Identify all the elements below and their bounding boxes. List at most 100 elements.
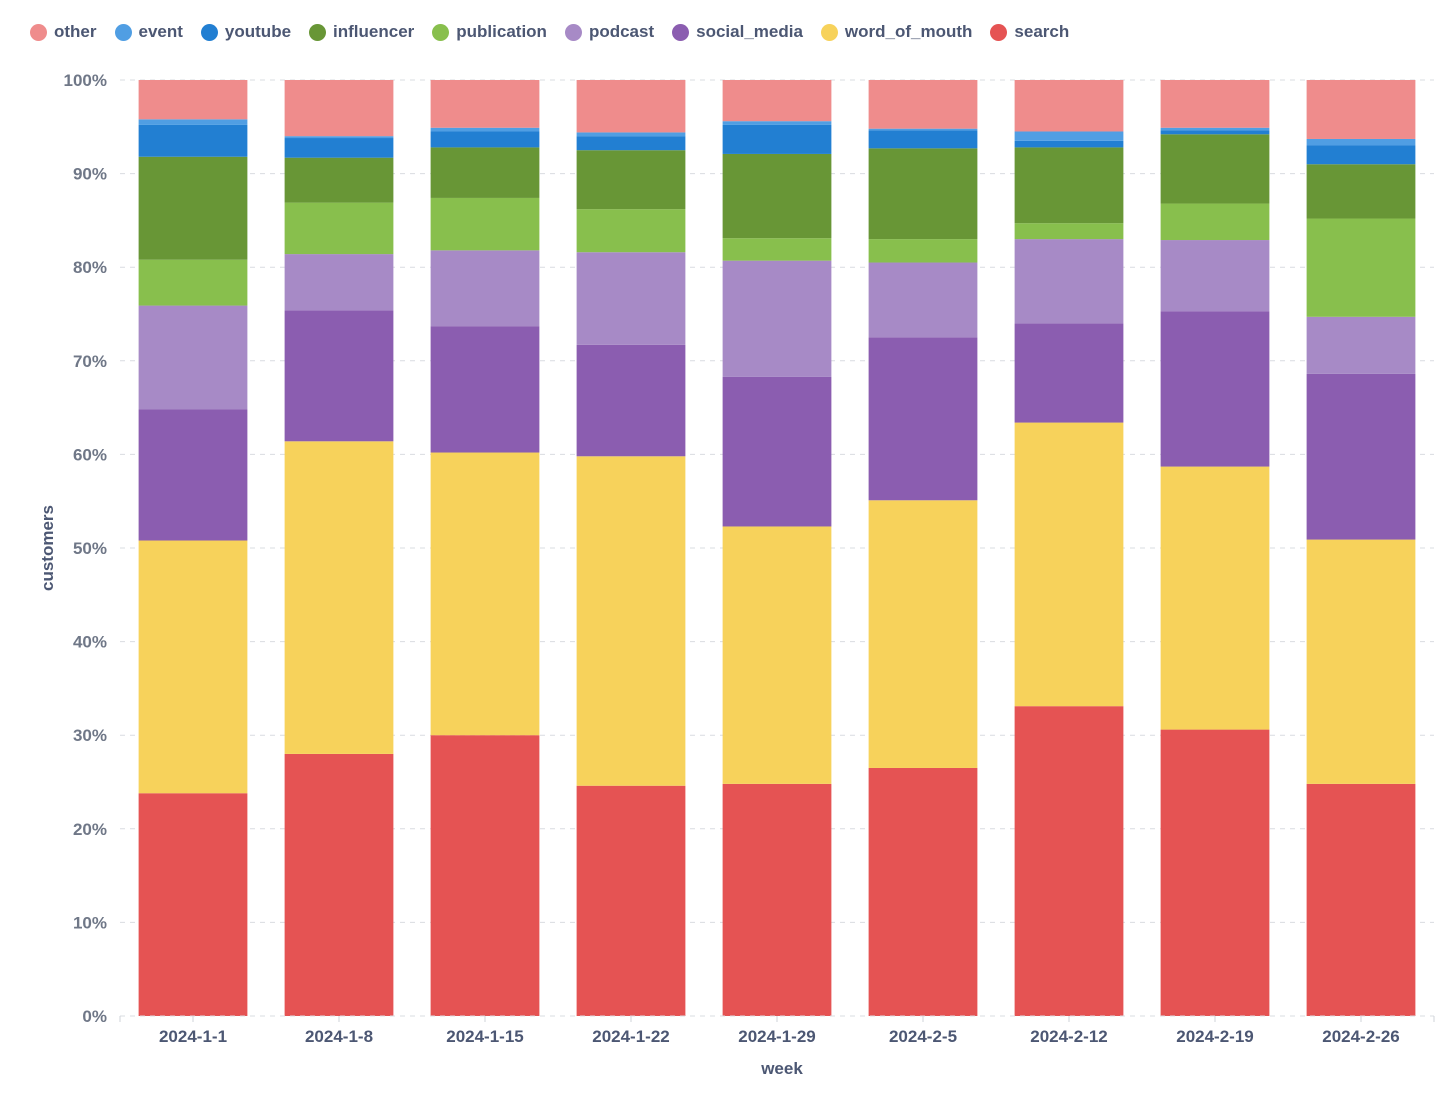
y-tick-label: 70% — [73, 352, 107, 371]
x-tick-label: 2024-2-19 — [1176, 1027, 1254, 1046]
x-tick-label: 2024-1-29 — [738, 1027, 816, 1046]
y-tick-label: 60% — [73, 445, 107, 464]
bar-segment-influencer — [722, 153, 832, 239]
legend-swatch — [432, 23, 450, 41]
legend-item-search[interactable]: search — [990, 22, 1069, 42]
bar-segment-podcast — [138, 305, 248, 410]
legend-swatch — [30, 23, 47, 41]
bar-segment-podcast — [1306, 316, 1416, 374]
bar-segment-social-media — [1014, 323, 1124, 423]
x-tick-label: 2024-2-12 — [1030, 1027, 1108, 1046]
bar-segment-word-of-mouth — [1306, 539, 1416, 784]
bar-segment-podcast — [430, 250, 540, 327]
bar-segment-event — [1014, 131, 1124, 141]
bar-segment-social-media — [1160, 311, 1270, 467]
x-tick-label: 2024-1-1 — [159, 1027, 227, 1046]
bar-segment-other — [722, 80, 832, 122]
bar-segment-word-of-mouth — [868, 500, 978, 768]
bar-segment-youtube — [430, 131, 540, 148]
x-tick-label: 2024-1-8 — [305, 1027, 373, 1046]
bar-segment-publication — [722, 238, 832, 261]
y-tick-label: 0% — [82, 1007, 107, 1026]
legend-item-podcast[interactable]: podcast — [564, 22, 655, 42]
bar-segment-other — [868, 80, 978, 129]
legend-swatch — [200, 23, 218, 41]
y-tick-label: 90% — [73, 165, 107, 184]
y-tick-label: 30% — [73, 726, 107, 745]
legend-item-publication[interactable]: publication — [432, 22, 547, 42]
legend-label: youtube — [224, 22, 292, 41]
bar-segment-search — [1014, 706, 1124, 1016]
bar-segment-other — [284, 80, 394, 137]
legend-swatch — [672, 23, 690, 41]
x-tick-label: 2024-2-26 — [1322, 1027, 1400, 1046]
y-tick-label: 50% — [73, 539, 107, 558]
y-tick-label: 40% — [73, 633, 107, 652]
bar-segment-word-of-mouth — [430, 452, 540, 736]
bar-segment-search — [138, 793, 248, 1016]
legend-swatch — [114, 23, 132, 41]
bar-segment-social-media — [1306, 373, 1416, 540]
bar-segment-youtube — [868, 130, 978, 149]
legend-label: publication — [456, 22, 547, 41]
legend-item-youtube[interactable]: youtube — [200, 22, 292, 42]
legend: other event youtube influencer publication po… — [30, 22, 1087, 42]
bar-segment-search — [722, 783, 832, 1016]
bar-segment-influencer — [138, 156, 248, 260]
legend-label: social_media — [696, 22, 803, 41]
x-tick-label: 2024-1-22 — [592, 1027, 670, 1046]
bar-segment-podcast — [576, 252, 686, 345]
bar-segment-event — [722, 121, 832, 125]
legend-item-word-of-mouth[interactable]: word_of_mouth — [820, 22, 973, 42]
legend-item-influencer[interactable]: influencer — [309, 22, 414, 42]
bar-segment-social-media — [576, 344, 686, 457]
bar-segment-podcast — [1160, 240, 1270, 312]
bar-segment-youtube — [576, 136, 686, 151]
bar-segment-other — [1160, 80, 1270, 128]
bar-segment-search — [284, 753, 394, 1016]
bar-segment-influencer — [868, 148, 978, 240]
bar-segment-social-media — [868, 337, 978, 501]
bar-segment-other — [138, 80, 248, 120]
y-tick-label: 100% — [64, 71, 107, 90]
bar-segment-word-of-mouth — [1014, 422, 1124, 707]
y-tick-label: 20% — [73, 820, 107, 839]
bar-segment-other — [430, 80, 540, 128]
legend-item-other[interactable]: other — [30, 22, 97, 42]
y-axis-title: customers — [38, 505, 57, 591]
bar-segment-event — [1160, 127, 1270, 131]
bar-segment-event — [284, 136, 394, 139]
bar-segment-word-of-mouth — [284, 441, 394, 754]
legend-item-social-media[interactable]: social_media — [672, 22, 803, 42]
bar-segment-search — [1306, 783, 1416, 1016]
bar-segment-other — [1306, 80, 1416, 139]
bar-segment-influencer — [1160, 134, 1270, 204]
bar-segment-publication — [1160, 203, 1270, 241]
legend-label: word_of_mouth — [844, 22, 973, 41]
x-tick-label: 2024-1-15 — [446, 1027, 524, 1046]
y-tick-label: 10% — [73, 913, 107, 932]
bar-segment-social-media — [722, 376, 832, 527]
bar-segment-influencer — [576, 150, 686, 210]
bar-segment-youtube — [1014, 140, 1124, 148]
bar-segment-podcast — [868, 262, 978, 338]
bar-segment-search — [430, 735, 540, 1016]
legend-swatch — [820, 23, 838, 41]
bar-segment-other — [1014, 80, 1124, 132]
bar-segment-youtube — [1306, 145, 1416, 165]
y-tick-label: 80% — [73, 258, 107, 277]
legend-item-event[interactable]: event — [114, 22, 183, 42]
x-tick-label: 2024-2-5 — [889, 1027, 957, 1046]
legend-label: podcast — [588, 22, 655, 41]
bar-segment-influencer — [430, 147, 540, 198]
legend-swatch — [564, 23, 582, 41]
legend-label: influencer — [333, 22, 415, 41]
bar-segment-search — [1160, 729, 1270, 1016]
bar-segment-other — [576, 80, 686, 133]
bar-segment-word-of-mouth — [1160, 466, 1270, 730]
bar-segment-event — [138, 119, 248, 125]
bar-segment-event — [868, 128, 978, 131]
bar-segment-word-of-mouth — [138, 540, 248, 794]
bar-segment-word-of-mouth — [722, 526, 832, 784]
